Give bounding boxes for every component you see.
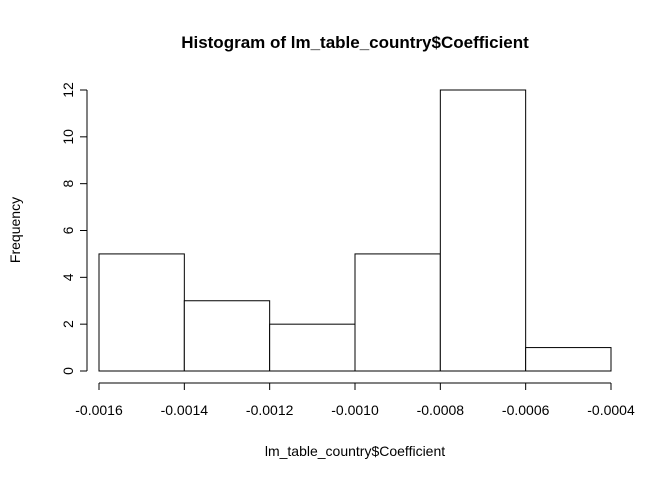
x-axis: -0.0016 -0.0014 -0.0012 -0.0010 -0.0008 -0.00… <box>75 382 635 418</box>
y-tick-label-3: 4 <box>60 273 76 281</box>
y-axis: 0 2 4 6 8 10 12 <box>60 82 88 375</box>
y-tick-label-6: 10 <box>60 129 76 145</box>
histogram-bar-3 <box>269 323 356 372</box>
bars-layer <box>98 89 612 372</box>
x-tick-label-6: -0.0006 <box>502 402 550 418</box>
y-tick-label-1: 0 <box>60 367 76 375</box>
histogram-bar-2 <box>183 300 271 372</box>
x-tick-label-7: -0.0004 <box>587 402 635 418</box>
histogram-bar-6 <box>525 347 612 372</box>
y-tick-label-4: 6 <box>60 226 76 234</box>
chart-title: Histogram of lm_table_country$Coefficien… <box>181 33 529 52</box>
histogram-bar-1 <box>98 253 185 372</box>
y-tick-label-5: 8 <box>60 180 76 188</box>
y-tick-label-2: 2 <box>60 320 76 328</box>
x-tick-label-1: -0.0016 <box>75 402 123 418</box>
x-tick-label-5: -0.0008 <box>417 402 465 418</box>
x-tick-label-2: -0.0014 <box>161 402 209 418</box>
x-tick-label-3: -0.0012 <box>246 402 294 418</box>
x-tick-label-4: -0.0010 <box>331 402 379 418</box>
histogram-bar-4 <box>354 253 441 372</box>
y-tick-label-7: 12 <box>60 82 76 98</box>
histogram-bar-5 <box>439 89 527 372</box>
y-axis-label: Frequency <box>7 197 23 263</box>
x-axis-label: lm_table_country$Coefficient <box>265 443 445 459</box>
